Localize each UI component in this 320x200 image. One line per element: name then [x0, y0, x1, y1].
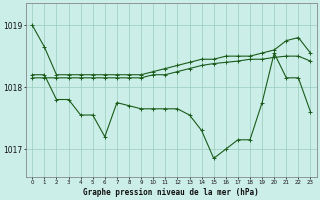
X-axis label: Graphe pression niveau de la mer (hPa): Graphe pression niveau de la mer (hPa)	[84, 188, 259, 197]
